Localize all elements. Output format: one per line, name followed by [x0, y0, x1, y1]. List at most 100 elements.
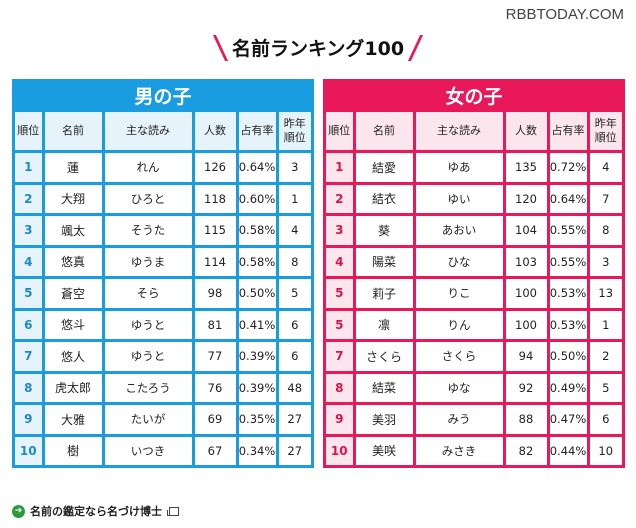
count-cell: 100 — [502, 307, 550, 342]
rank-cell: 3 — [15, 213, 45, 248]
prev-rank-label-line1: 昨年 — [283, 116, 306, 130]
name-cell: 結愛 — [352, 150, 416, 185]
reading-cell: ゆな — [412, 370, 506, 405]
rank-cell: 5 — [326, 276, 356, 311]
column-header-rank: 順位 — [326, 112, 356, 153]
name-cell: 樹 — [41, 433, 105, 465]
name-cell: 颯太 — [41, 213, 105, 248]
name-cell: 莉子 — [352, 276, 416, 311]
name-cell: 蓮 — [41, 150, 105, 185]
share-cell: 0.55% — [546, 244, 590, 279]
rank-cell: 9 — [15, 402, 45, 437]
prev-rank-cell: 3 — [275, 150, 311, 185]
rank-cell: 2 — [326, 181, 356, 216]
reading-cell: そら — [101, 276, 195, 311]
count-cell: 88 — [502, 402, 550, 437]
share-cell: 0.58% — [235, 244, 279, 279]
reading-cell: みう — [412, 402, 506, 437]
reading-cell: たいが — [101, 402, 195, 437]
table-row: 1 結愛 ゆあ 135 0.72% 4 — [326, 150, 622, 185]
reading-cell: ゆうま — [101, 244, 195, 279]
table-row: 8 結菜 ゆな 92 0.49% 5 — [326, 370, 622, 405]
girls-ranking-table: 女の子 順位 名前 主な読み 人数 占有率 昨年 順位 1 結愛 ゆあ 135 0.72%… — [323, 79, 625, 468]
count-cell: 103 — [502, 244, 550, 279]
prev-rank-cell: 27 — [275, 402, 311, 437]
share-cell: 0.64% — [546, 181, 590, 216]
boys-ranking-table: 男の子 順位 名前 主な読み 人数 占有率 昨年 順位 1 蓮れん 126 0.64% 3… — [12, 79, 314, 468]
column-header-reading: 主な読み — [412, 112, 506, 153]
name-cell: 美咲 — [352, 433, 416, 465]
reading-cell: ひろと — [101, 181, 195, 216]
table-row: 7 さくら さくら 94 0.50% 2 — [326, 339, 622, 374]
reading-cell: そうた — [101, 213, 195, 248]
count-cell: 104 — [502, 213, 550, 248]
name-cell: 大雅 — [41, 402, 105, 437]
slash-decoration-left — [212, 34, 229, 61]
share-cell: 0.53% — [546, 276, 590, 311]
prev-rank-cell: 27 — [275, 433, 311, 465]
table-row: 9 美羽 みう 88 0.47% 6 — [326, 402, 622, 437]
prev-rank-cell: 1 — [275, 181, 311, 216]
reading-cell: ひな — [412, 244, 506, 279]
prev-rank-cell: 8 — [586, 213, 622, 248]
prev-rank-cell: 1 — [586, 307, 622, 342]
prev-rank-cell: 5 — [275, 276, 311, 311]
prev-rank-label-line2: 順位 — [594, 131, 617, 144]
table-row: 5 蒼空 そら 98 0.50% 5 — [15, 276, 311, 311]
share-cell: 0.55% — [546, 213, 590, 248]
column-header-name: 名前 — [352, 112, 416, 153]
rank-cell: 7 — [326, 339, 356, 374]
name-cell: 蒼空 — [41, 276, 105, 311]
girls-column-header-row: 順位 名前 主な読み 人数 占有率 昨年 順位 — [326, 112, 622, 153]
count-cell: 118 — [191, 181, 239, 216]
table-row: 3 颯太 そうた 115 0.58% 4 — [15, 213, 311, 248]
name-cell: 葵 — [352, 213, 416, 248]
page-title-text: 名前ランキング100 — [231, 38, 405, 60]
share-cell: 0.39% — [235, 370, 279, 405]
slash-decoration-right — [407, 34, 424, 61]
share-cell: 0.50% — [235, 276, 279, 311]
count-cell: 100 — [502, 276, 550, 311]
name-cell: 美羽 — [352, 402, 416, 437]
rank-cell: 1 — [15, 150, 45, 185]
prev-rank-cell: 48 — [275, 370, 311, 405]
prev-rank-cell: 8 — [275, 244, 311, 279]
rank-cell: 9 — [326, 402, 356, 437]
reading-cell: ゆうと — [101, 339, 195, 374]
prev-rank-cell: 4 — [586, 150, 622, 185]
reading-cell: りん — [412, 307, 506, 342]
rank-cell: 10 — [15, 433, 45, 465]
share-cell: 0.41% — [235, 307, 279, 342]
rank-cell: 2 — [15, 181, 45, 216]
nazuke-hakase-link[interactable]: ➔ 名前の鑑定なら名づけ博士 — [12, 503, 179, 519]
prev-rank-cell: 6 — [275, 339, 311, 374]
table-row: 1 蓮れん 126 0.64% 3 — [15, 150, 311, 185]
count-cell: 120 — [502, 181, 550, 216]
table-row: 10 美咲 みさき 82 0.44% 10 — [326, 433, 622, 465]
share-cell: 0.35% — [235, 402, 279, 437]
table-row: 8 虎太郎 こたろう 76 0.39% 48 — [15, 370, 311, 405]
name-cell: 陽菜 — [352, 244, 416, 279]
rank-cell: 5 — [15, 276, 45, 311]
count-cell: 115 — [191, 213, 239, 248]
table-row: 6 悠斗 ゆうと 81 0.41% 6 — [15, 307, 311, 342]
name-cell: 大翔 — [41, 181, 105, 216]
rank-cell: 6 — [15, 307, 45, 342]
prev-rank-label-line1: 昨年 — [594, 116, 617, 130]
reading-cell: こたろう — [101, 370, 195, 405]
arrow-right-circle-icon: ➔ — [12, 504, 25, 518]
rank-cell: 7 — [15, 339, 45, 374]
footer-link-text[interactable]: 名前の鑑定なら名づけ博士 — [30, 505, 162, 518]
rank-cell: 4 — [326, 244, 356, 279]
count-cell: 94 — [502, 339, 550, 374]
prev-rank-label-line2: 順位 — [283, 131, 306, 144]
share-cell: 0.72% — [546, 150, 590, 185]
table-row: 10 樹いつき 67 0.34% 27 — [15, 433, 311, 465]
reading-cell: りこ — [412, 276, 506, 311]
prev-rank-cell: 2 — [586, 339, 622, 374]
rank-cell: 5 — [326, 307, 356, 342]
reading-cell: ゆうと — [101, 307, 195, 342]
boys-column-header-row: 順位 名前 主な読み 人数 占有率 昨年 順位 — [15, 112, 311, 153]
table-row: 2 大翔 ひろと 118 0.60% 1 — [15, 181, 311, 216]
share-cell: 0.34% — [235, 433, 279, 465]
